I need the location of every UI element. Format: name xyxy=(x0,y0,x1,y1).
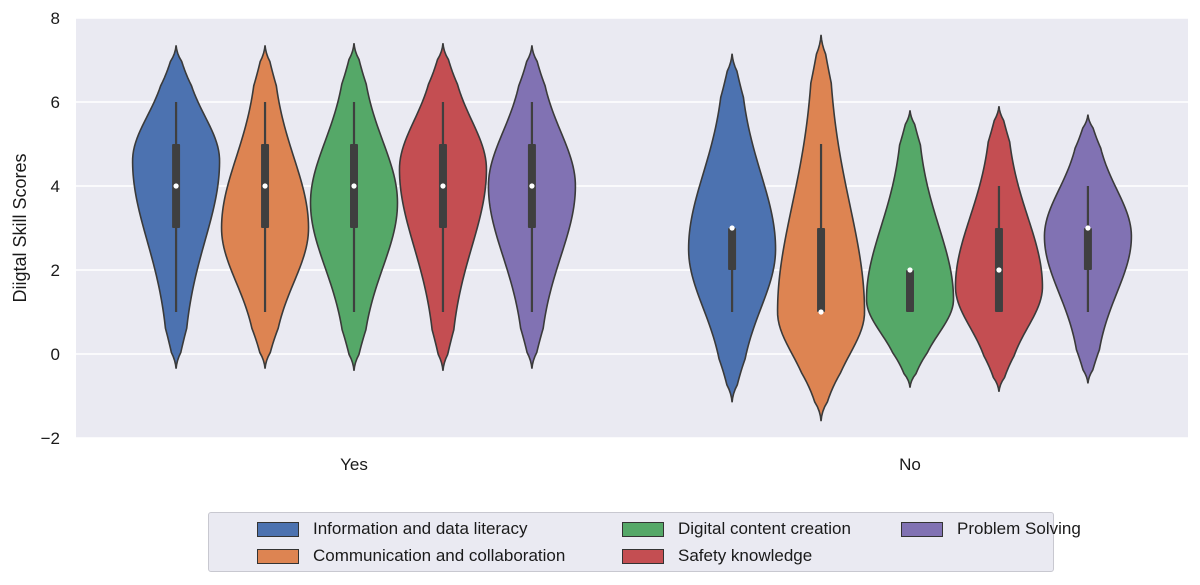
x-tick-labels: Yes No xyxy=(340,455,921,474)
violin-iqr-box xyxy=(817,228,826,312)
y-tick-label: 2 xyxy=(51,261,60,280)
legend-label: Safety knowledge xyxy=(678,546,813,565)
y-tick-label: 6 xyxy=(51,93,60,112)
legend-item: Digital content creation xyxy=(622,518,851,540)
legend-label: Communication and collaboration xyxy=(313,546,566,565)
legend-item: Communication and collaboration xyxy=(257,545,565,567)
violin-median-dot xyxy=(351,183,357,189)
violin-median-dot xyxy=(818,309,824,315)
violin-median-dot xyxy=(440,183,446,189)
y-tick-label: 0 xyxy=(51,345,60,364)
violin-iqr-box xyxy=(1083,228,1092,270)
violin-iqr-box xyxy=(728,228,737,270)
legend-swatch xyxy=(901,521,943,537)
violin-median-dot xyxy=(907,267,913,273)
legend-swatch xyxy=(257,548,299,564)
y-tick-label: 8 xyxy=(51,9,60,28)
legend: Information and data literacy Communicat… xyxy=(208,512,1081,572)
legend-swatch xyxy=(622,521,664,537)
legend-item: Information and data literacy xyxy=(257,518,528,540)
legend-item: Problem Solving xyxy=(901,518,1081,540)
legend-label: Information and data literacy xyxy=(313,519,528,538)
legend-label: Problem Solving xyxy=(957,519,1081,538)
violin-median-dot xyxy=(529,183,535,189)
violin-body xyxy=(865,110,955,388)
violins xyxy=(131,34,1133,422)
violin-median-dot xyxy=(173,183,179,189)
legend-item: Safety knowledge xyxy=(622,545,812,567)
y-tick-label: −2 xyxy=(41,429,60,448)
violin-median-dot xyxy=(262,183,268,189)
violin-median-dot xyxy=(1085,225,1091,231)
violin-median-dot xyxy=(996,267,1002,273)
violin-median-dot xyxy=(729,225,735,231)
violin-chart: 8 6 4 2 0 −2 Yes No Diigtal Skill Scores xyxy=(10,9,1188,474)
legend-swatch xyxy=(257,521,299,537)
y-tick-labels: 8 6 4 2 0 −2 xyxy=(41,9,60,448)
legend-label: Digital content creation xyxy=(678,519,851,538)
legend-swatch xyxy=(622,548,664,564)
x-tick-label: Yes xyxy=(340,455,368,474)
y-axis-label: Diigtal Skill Scores xyxy=(10,153,30,302)
violin-iqr-box xyxy=(906,270,914,312)
x-tick-label: No xyxy=(899,455,921,474)
y-tick-label: 4 xyxy=(51,177,60,196)
